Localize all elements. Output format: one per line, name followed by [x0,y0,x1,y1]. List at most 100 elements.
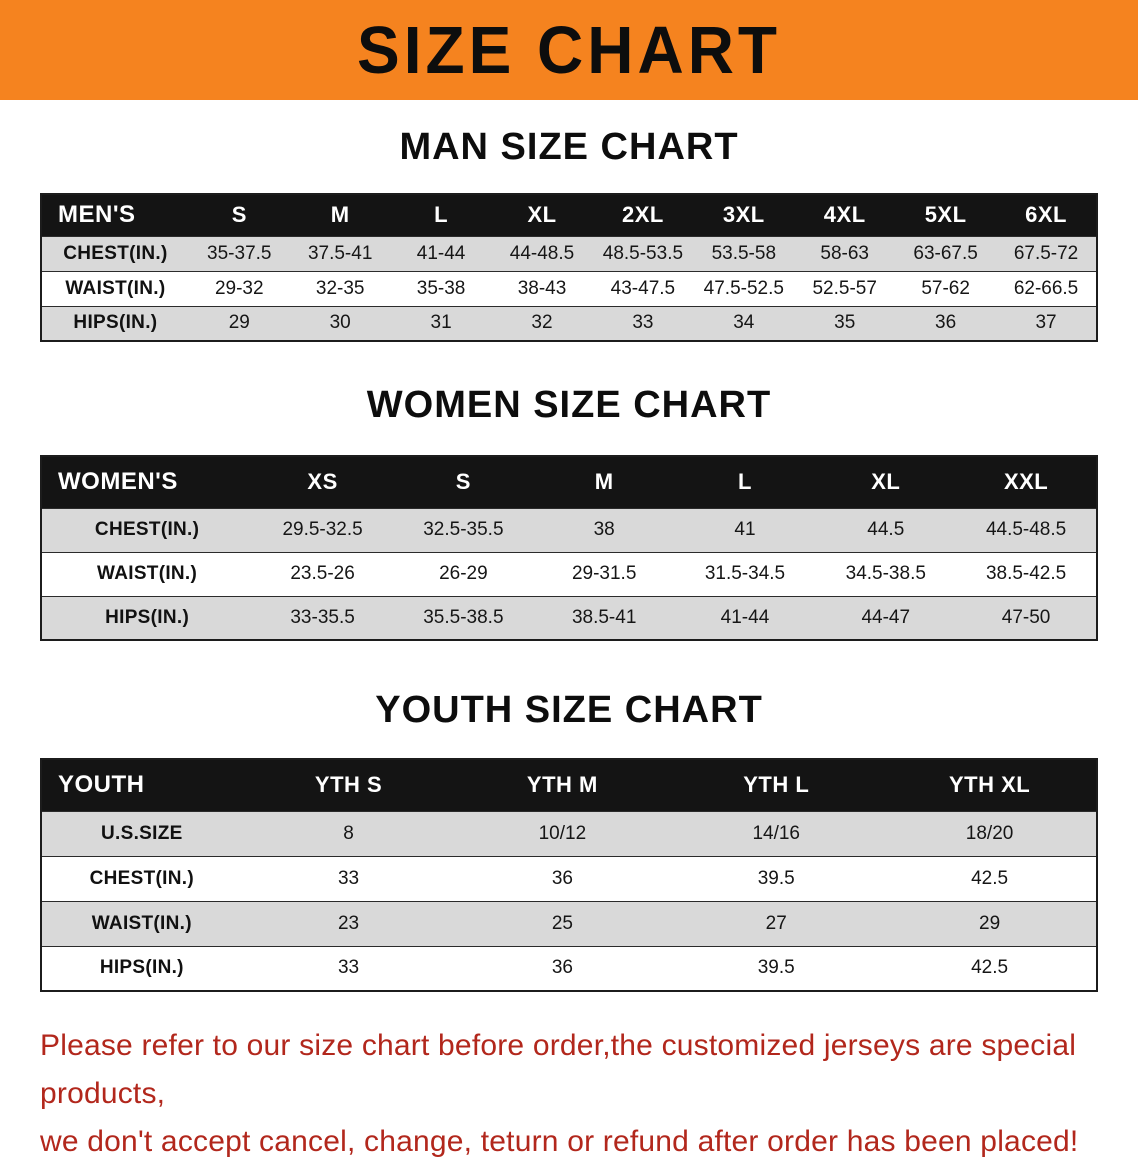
women-size-table: WOMEN'S XS S M L XL XXL CHEST(IN.) 29.5-… [40,455,1098,641]
youth-section: YOUTH SIZE CHART YOUTH YTH S YTH M YTH L… [0,689,1138,992]
size-column-header: XS [252,455,393,509]
size-value-cell: 31.5-34.5 [674,551,816,597]
size-column-header: M [533,455,675,509]
size-value-cell: 48.5-53.5 [592,235,694,272]
size-column-header: 6XL [996,193,1097,237]
size-value-cell: 32-35 [289,270,391,307]
size-value-cell: 62-66.5 [996,270,1097,307]
measurement-label: WAIST(IN.) [41,551,253,597]
measurement-label: WAIST(IN.) [41,270,189,307]
measurement-label: HIPS(IN.) [41,305,189,342]
table-row: WAIST(IN.) 23.5-26 26-29 29-31.5 31.5-34… [41,551,1097,597]
size-column-header: L [390,193,492,237]
size-value-cell: 44-48.5 [491,235,593,272]
size-column-header: YTH XL [883,758,1097,812]
size-value-cell: 42.5 [883,855,1097,902]
size-value-cell: 29-32 [188,270,290,307]
size-column-header: M [289,193,391,237]
size-value-cell: 57-62 [895,270,997,307]
size-value-cell: 27 [669,900,884,947]
size-value-cell: 44.5-48.5 [956,507,1097,553]
men-size-table: MEN'S S M L XL 2XL 3XL 4XL 5XL 6XL CHEST… [40,193,1098,342]
measurement-label: WAIST(IN.) [41,900,242,947]
size-value-cell: 38.5-42.5 [956,551,1097,597]
size-value-cell: 25 [455,900,670,947]
size-value-cell: 42.5 [883,945,1097,992]
size-value-cell: 34 [693,305,795,342]
size-value-cell: 34.5-38.5 [815,551,957,597]
size-column-header: XL [815,455,957,509]
disclaimer-note: Please refer to our size chart before or… [40,1022,1118,1166]
size-value-cell: 41-44 [674,595,816,641]
size-column-header: YTH M [455,758,670,812]
size-column-header: XL [491,193,593,237]
women-section-heading: WOMEN SIZE CHART [366,384,772,426]
size-column-header: 4XL [794,193,896,237]
size-value-cell: 33 [592,305,694,342]
size-value-cell: 44-47 [815,595,957,641]
size-column-header: YTH L [669,758,884,812]
page-title: SIZE CHART [357,12,781,88]
measurement-label: U.S.SIZE [41,810,242,857]
table-row: HIPS(IN.) 33 36 39.5 42.5 [41,945,1097,992]
size-value-cell: 36 [455,855,670,902]
size-value-cell: 47.5-52.5 [693,270,795,307]
size-value-cell: 10/12 [455,810,670,857]
banner: SIZE CHART [0,0,1138,100]
size-value-cell: 33 [241,855,456,902]
size-value-cell: 37.5-41 [289,235,391,272]
disclaimer-line-1: Please refer to our size chart before or… [40,1029,1077,1110]
measurement-label: HIPS(IN.) [41,945,242,992]
size-value-cell: 36 [455,945,670,992]
table-row: WAIST(IN.) 23 25 27 29 [41,900,1097,947]
size-value-cell: 44.5 [815,507,957,553]
size-value-cell: 41 [674,507,816,553]
size-column-header: YTH S [241,758,456,812]
table-header-row: YOUTH YTH S YTH M YTH L YTH XL [41,758,1097,812]
size-value-cell: 29.5-32.5 [252,507,393,553]
size-value-cell: 38.5-41 [533,595,675,641]
men-section-heading: MAN SIZE CHART [399,126,739,168]
size-value-cell: 33-35.5 [252,595,393,641]
size-value-cell: 33 [241,945,456,992]
measurement-label: CHEST(IN.) [41,855,242,902]
table-row: CHEST(IN.) 35-37.5 37.5-41 41-44 44-48.5… [41,235,1097,272]
table-row: HIPS(IN.) 33-35.5 35.5-38.5 38.5-41 41-4… [41,595,1097,641]
women-section: WOMEN SIZE CHART WOMEN'S XS S M L XL XXL… [0,384,1138,641]
size-value-cell: 36 [895,305,997,342]
table-row: CHEST(IN.) 29.5-32.5 32.5-35.5 38 41 44.… [41,507,1097,553]
size-value-cell: 52.5-57 [794,270,896,307]
size-column-header: 3XL [693,193,795,237]
size-column-header: S [188,193,290,237]
size-value-cell: 8 [241,810,456,857]
size-column-header: YOUTH [41,758,242,812]
size-value-cell: 53.5-58 [693,235,795,272]
size-column-header: S [392,455,534,509]
size-value-cell: 29 [188,305,290,342]
size-value-cell: 43-47.5 [592,270,694,307]
disclaimer-line-2: we don't accept cancel, change, teturn o… [40,1125,1079,1158]
table-row: WAIST(IN.) 29-32 32-35 35-38 38-43 43-47… [41,270,1097,307]
table-header-row: MEN'S S M L XL 2XL 3XL 4XL 5XL 6XL [41,193,1097,237]
table-row: CHEST(IN.) 33 36 39.5 42.5 [41,855,1097,902]
size-value-cell: 35-37.5 [188,235,290,272]
size-value-cell: 63-67.5 [895,235,997,272]
size-value-cell: 67.5-72 [996,235,1097,272]
size-value-cell: 35-38 [390,270,492,307]
size-column-header: MEN'S [41,193,189,237]
size-value-cell: 41-44 [390,235,492,272]
size-value-cell: 31 [390,305,492,342]
men-section: MAN SIZE CHART MEN'S S M L XL 2XL 3XL 4X… [0,126,1138,342]
size-column-header: 5XL [895,193,997,237]
size-column-header: L [674,455,816,509]
size-column-header: XXL [956,455,1097,509]
size-value-cell: 37 [996,305,1097,342]
size-value-cell: 58-63 [794,235,896,272]
size-value-cell: 29 [883,900,1097,947]
youth-size-table: YOUTH YTH S YTH M YTH L YTH XL U.S.SIZE … [40,758,1098,992]
size-value-cell: 39.5 [669,855,884,902]
size-value-cell: 32 [491,305,593,342]
table-row: U.S.SIZE 8 10/12 14/16 18/20 [41,810,1097,857]
size-value-cell: 35 [794,305,896,342]
